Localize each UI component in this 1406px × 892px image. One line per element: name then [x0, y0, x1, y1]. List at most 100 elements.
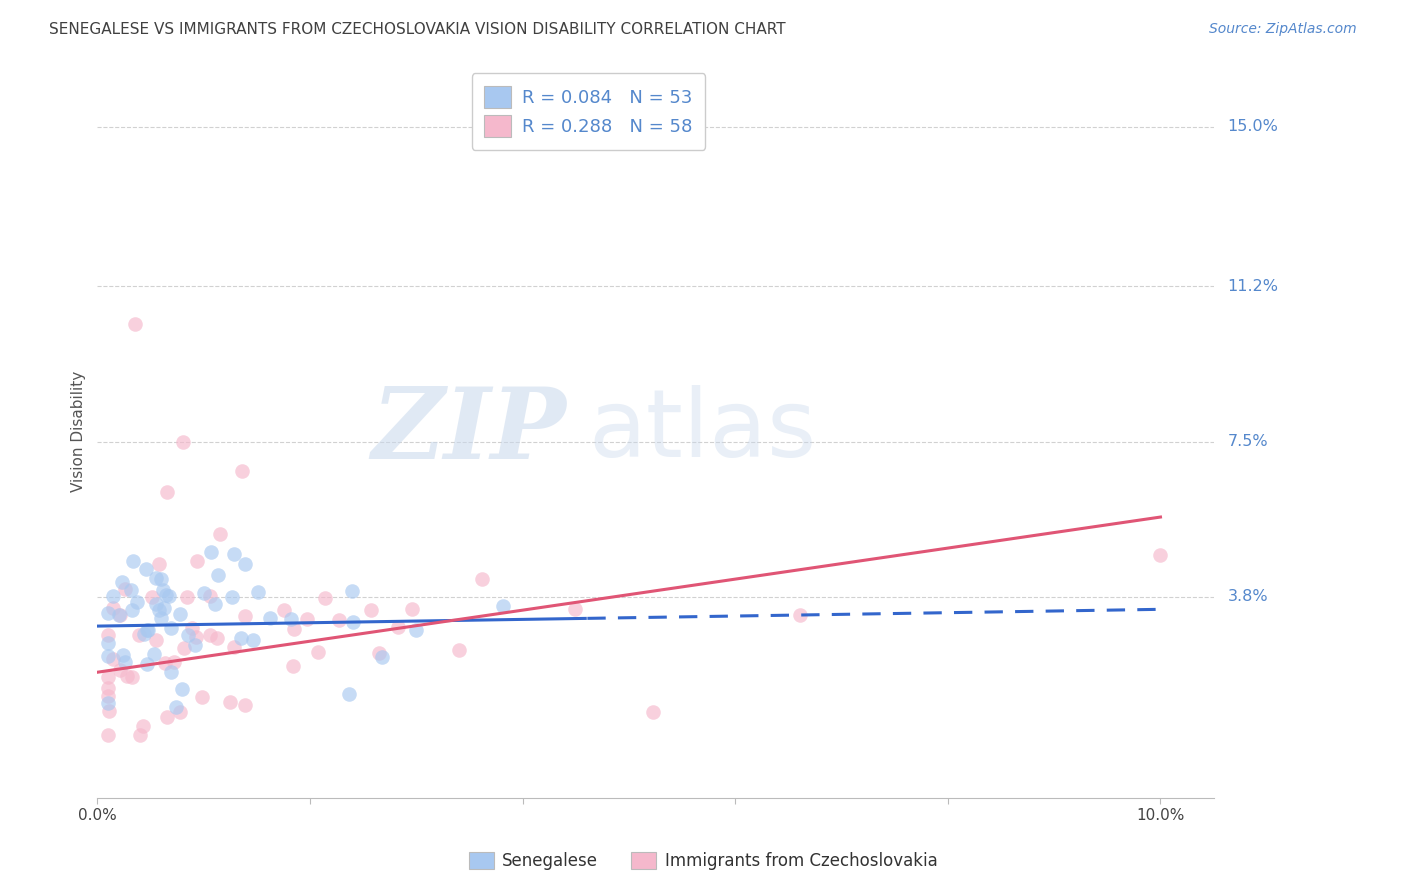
Point	[97, 636, 120, 650]
Point	[163, 655, 186, 669]
Point	[233, 698, 256, 713]
Point	[143, 647, 166, 661]
Point	[176, 590, 198, 604]
Point	[314, 591, 336, 606]
Point	[111, 575, 134, 590]
Point	[156, 710, 179, 724]
Point	[200, 628, 222, 642]
Point	[401, 601, 423, 615]
Point	[200, 544, 222, 558]
Text: 3.8%: 3.8%	[1227, 590, 1268, 604]
Point	[231, 464, 253, 478]
Point	[169, 607, 191, 621]
Point	[405, 623, 427, 637]
Point	[233, 609, 256, 624]
Point	[242, 633, 264, 648]
Point	[371, 649, 394, 664]
Point	[218, 694, 240, 708]
Point	[97, 628, 120, 642]
Point	[132, 627, 155, 641]
Point	[222, 640, 245, 654]
Point	[222, 547, 245, 561]
Point	[342, 615, 364, 630]
Point	[114, 655, 136, 669]
Point	[229, 631, 252, 645]
Point	[150, 573, 173, 587]
Point	[307, 645, 329, 659]
Point	[145, 632, 167, 647]
Point	[207, 567, 229, 582]
Point	[221, 590, 243, 604]
Text: atlas: atlas	[589, 385, 817, 477]
Point	[368, 646, 391, 660]
Point	[111, 648, 134, 663]
Point	[447, 643, 470, 657]
Point	[127, 595, 149, 609]
Point	[789, 608, 811, 623]
Point	[247, 585, 270, 599]
Point	[157, 589, 180, 603]
Point	[97, 728, 120, 742]
Text: Source: ZipAtlas.com: Source: ZipAtlas.com	[1209, 22, 1357, 37]
Point	[190, 690, 212, 705]
Y-axis label: Vision Disability: Vision Disability	[72, 370, 86, 491]
Legend: Senegalese, Immigrants from Czechoslovakia: Senegalese, Immigrants from Czechoslovak…	[463, 845, 943, 877]
Point	[150, 611, 173, 625]
Point	[233, 557, 256, 571]
Point	[131, 719, 153, 733]
Point	[97, 649, 120, 664]
Point	[135, 657, 157, 671]
Point	[108, 608, 131, 623]
Point	[97, 606, 120, 620]
Point	[145, 597, 167, 611]
Point	[152, 582, 174, 597]
Point	[121, 603, 143, 617]
Point	[198, 589, 221, 603]
Point	[328, 613, 350, 627]
Point	[360, 603, 382, 617]
Point	[135, 623, 157, 637]
Point	[97, 696, 120, 710]
Point	[97, 690, 120, 704]
Legend: R = 0.084   N = 53, R = 0.288   N = 58: R = 0.084 N = 53, R = 0.288 N = 58	[472, 73, 706, 150]
Point	[280, 611, 302, 625]
Point	[121, 670, 143, 684]
Point	[135, 562, 157, 576]
Point	[101, 600, 124, 615]
Point	[103, 652, 125, 666]
Point	[564, 602, 586, 616]
Point	[259, 611, 281, 625]
Point	[155, 589, 177, 603]
Point	[641, 706, 664, 720]
Point	[205, 632, 228, 646]
Point	[209, 527, 232, 541]
Point	[114, 582, 136, 596]
Point	[172, 434, 194, 449]
Point	[101, 590, 124, 604]
Point	[160, 621, 183, 635]
Point	[387, 620, 409, 634]
Point	[145, 571, 167, 585]
Point	[193, 585, 215, 599]
Point	[1149, 548, 1171, 562]
Point	[128, 628, 150, 642]
Text: SENEGALESE VS IMMIGRANTS FROM CZECHOSLOVAKIA VISION DISABILITY CORRELATION CHART: SENEGALESE VS IMMIGRANTS FROM CZECHOSLOV…	[49, 22, 786, 37]
Point	[141, 590, 163, 604]
Point	[184, 638, 207, 652]
Point	[124, 317, 146, 331]
Point	[342, 584, 364, 599]
Point	[148, 602, 170, 616]
Point	[108, 663, 131, 677]
Text: 15.0%: 15.0%	[1227, 120, 1278, 135]
Point	[97, 681, 120, 696]
Point	[170, 682, 193, 697]
Point	[204, 597, 226, 611]
Point	[97, 704, 120, 718]
Point	[273, 603, 295, 617]
Point	[281, 659, 304, 673]
Point	[295, 612, 318, 626]
Point	[186, 630, 208, 644]
Point	[122, 554, 145, 568]
Point	[186, 554, 208, 568]
Point	[156, 484, 179, 499]
